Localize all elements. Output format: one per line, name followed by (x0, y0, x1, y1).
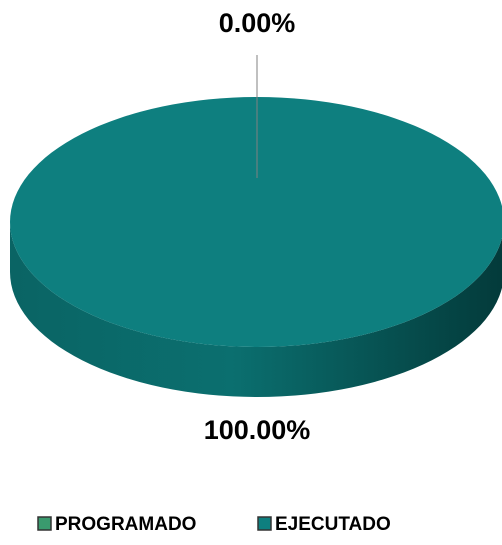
data-label: 0.00% (219, 8, 296, 38)
legend-swatch (257, 516, 272, 531)
legend-label: EJECUTADO (275, 514, 391, 535)
legend-label: PROGRAMADO (55, 514, 196, 535)
slice-side (10, 222, 502, 397)
legend-swatch (37, 516, 52, 531)
slice (10, 97, 502, 347)
data-label: 100.00% (204, 415, 311, 445)
